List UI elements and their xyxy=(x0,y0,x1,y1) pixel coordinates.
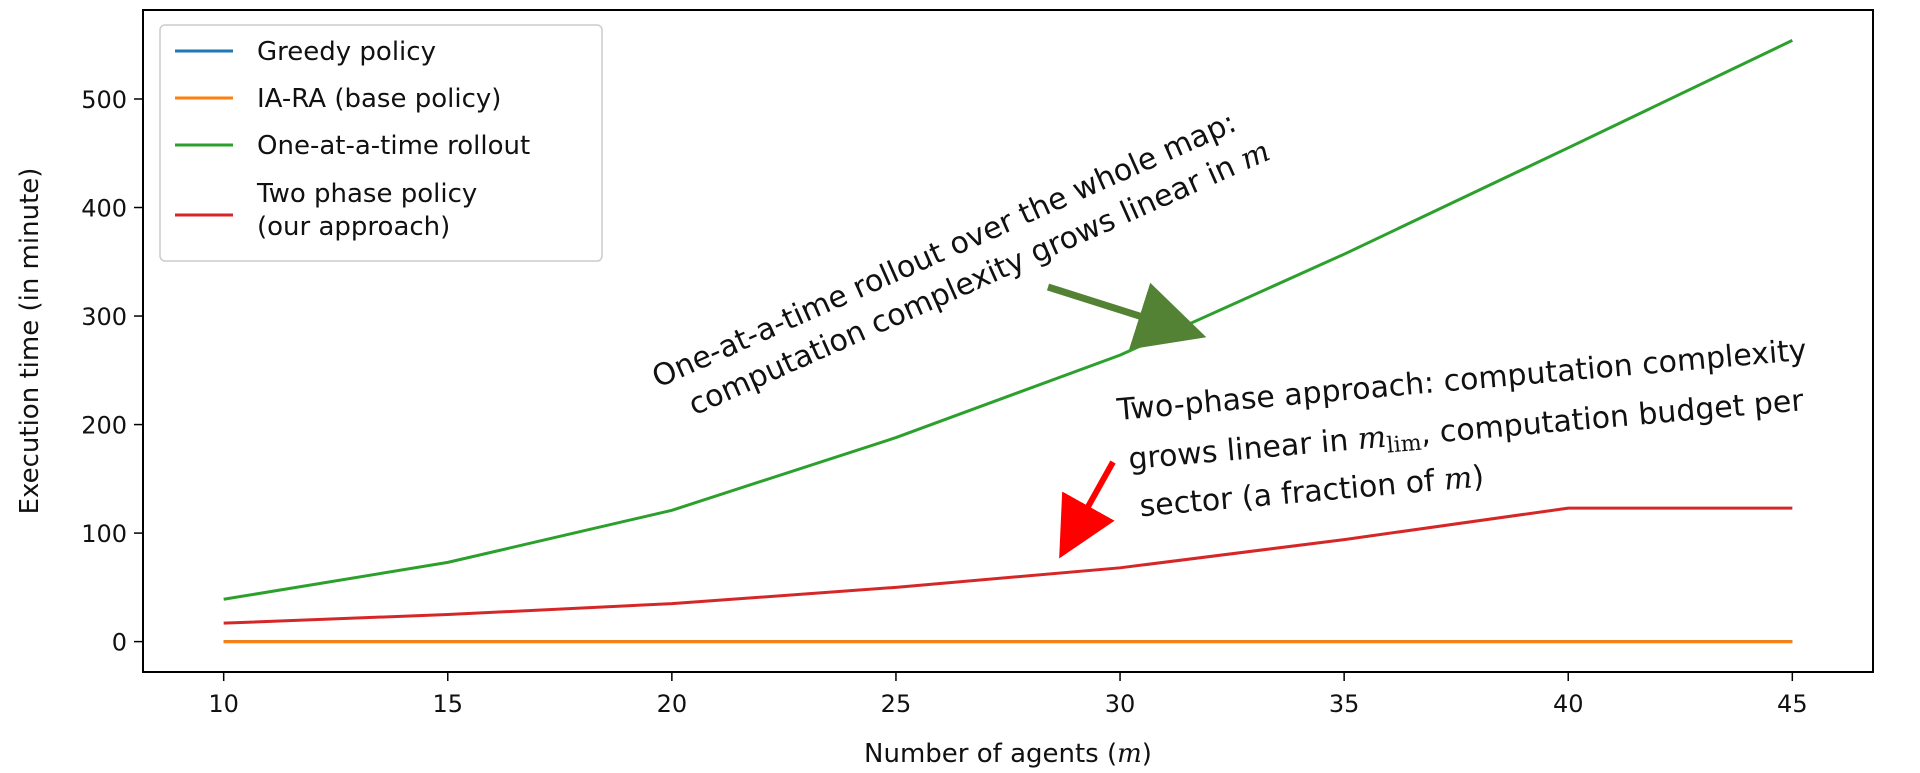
x-tick-label: 10 xyxy=(208,690,239,718)
y-tick-label: 0 xyxy=(112,629,127,657)
x-tick-label: 45 xyxy=(1777,690,1808,718)
annotation-two-phase: Two-phase approach: computation complexi… xyxy=(1115,333,1808,525)
x-axis-ticks: 10 15 20 25 30 35 40 45 xyxy=(208,672,1808,718)
plot-frame xyxy=(142,9,1874,673)
annotation-rollout-line2: computation complexity grows linear in m xyxy=(683,134,1275,423)
legend-box xyxy=(159,24,603,262)
annotation-two-phase-arrow xyxy=(1059,460,1116,559)
y-tick-label: 100 xyxy=(81,520,127,548)
x-tick-label: 25 xyxy=(881,690,912,718)
y-tick-label: 500 xyxy=(81,86,127,114)
legend-label-one-at-a-time: One-at-a-time rollout xyxy=(257,131,530,161)
series-lines xyxy=(223,39,1793,644)
legend: Greedy policy IA-RA (base policy) One-at… xyxy=(159,24,603,262)
annotation-rollout: One-at-a-time rollout over the whole map… xyxy=(647,105,1275,423)
y-axis-ticks: 0 100 200 300 400 500 xyxy=(81,86,143,657)
x-tick-label: 15 xyxy=(432,690,463,718)
x-axis-label: Number of agents (m) xyxy=(864,739,1152,769)
annotation-rollout-line1: One-at-a-time rollout over the whole map… xyxy=(647,105,1241,395)
y-tick-label: 400 xyxy=(81,195,127,223)
legend-label-two-phase: Two phase policy (our approach) xyxy=(256,179,477,242)
legend-label-ia-ra: IA-RA (base policy) xyxy=(257,84,501,114)
one-at-a-time-rollout-line xyxy=(223,39,1793,601)
two-phase-policy-line xyxy=(223,506,1793,625)
x-tick-label: 30 xyxy=(1105,690,1136,718)
x-tick-label: 20 xyxy=(657,690,688,718)
y-tick-label: 200 xyxy=(81,412,127,440)
annotation-rollout-arrow xyxy=(1046,282,1207,350)
x-tick-label: 35 xyxy=(1329,690,1360,718)
x-tick-label: 40 xyxy=(1553,690,1584,718)
legend-label-greedy: Greedy policy xyxy=(257,37,436,67)
y-tick-label: 300 xyxy=(81,303,127,331)
y-axis-label: Execution time (in minute) xyxy=(15,168,45,515)
